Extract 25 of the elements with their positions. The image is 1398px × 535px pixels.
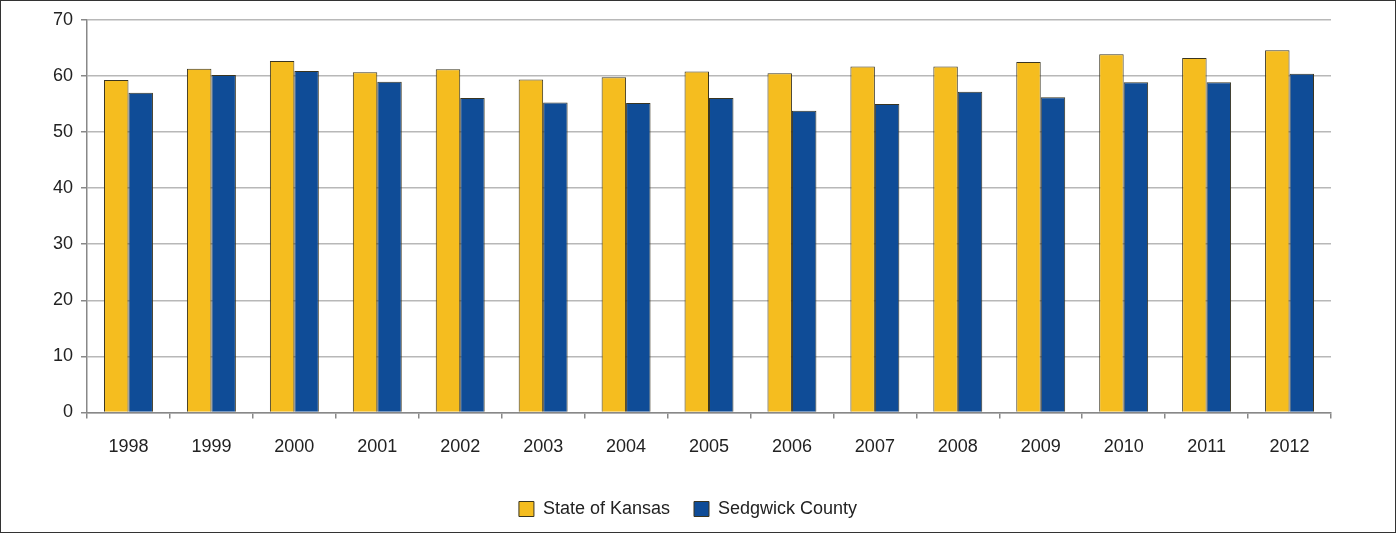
x-tick-label: 2003 bbox=[523, 436, 564, 457]
x-tick-label: 1999 bbox=[191, 436, 232, 457]
x-tick-label: 2000 bbox=[274, 436, 315, 457]
y-tick-label: 0 bbox=[63, 401, 74, 422]
x-tick-label: 2007 bbox=[854, 436, 895, 457]
y-tick-label: 60 bbox=[52, 65, 74, 86]
y-tick-label: 10 bbox=[52, 345, 74, 366]
y-tick-label: 30 bbox=[52, 233, 74, 254]
x-tick-label: 1998 bbox=[108, 436, 149, 457]
legend-label: Sedgwick County bbox=[718, 497, 858, 518]
y-tick-label: 20 bbox=[52, 289, 74, 310]
x-tick-label: 2012 bbox=[1269, 436, 1310, 457]
y-tick-label: 50 bbox=[52, 121, 74, 142]
x-tick-label: 2009 bbox=[1020, 436, 1061, 457]
x-tick-label: 2004 bbox=[606, 436, 647, 457]
x-tick-label: 2001 bbox=[357, 436, 398, 457]
x-tick-label: 2005 bbox=[688, 436, 730, 457]
x-tick-label: 2006 bbox=[771, 436, 812, 457]
x-tick-label: 2011 bbox=[1187, 436, 1226, 457]
legend-label: State of Kansas bbox=[542, 497, 671, 518]
x-tick-label: 2008 bbox=[937, 436, 978, 457]
y-tick-label: 70 bbox=[52, 8, 74, 29]
y-tick-label: 40 bbox=[52, 177, 74, 198]
x-tick-label: 2010 bbox=[1103, 436, 1144, 457]
x-tick-label: 2002 bbox=[440, 436, 481, 457]
